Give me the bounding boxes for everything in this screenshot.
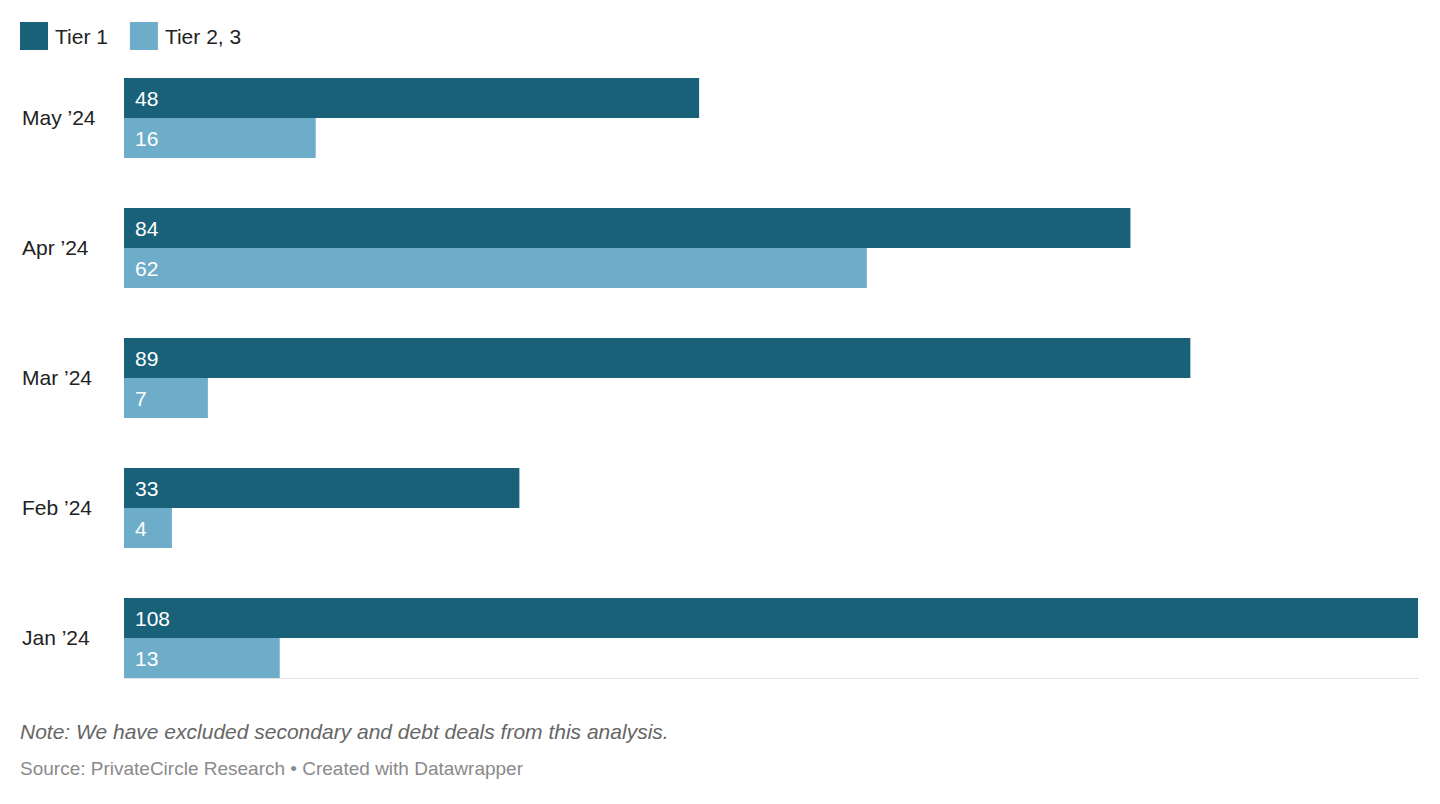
axis-line <box>125 678 1419 679</box>
data-labels: 48 84 89 33 108 16 62 7 4 13 <box>135 87 170 670</box>
bar <box>124 508 172 548</box>
tick: Feb ’24 <box>22 496 124 519</box>
note: Note: We have excluded secondary and deb… <box>20 720 669 743</box>
legend-swatch <box>20 22 48 50</box>
legend-label: Tier 2, 3 <box>165 25 241 48</box>
bars <box>124 78 1418 678</box>
legend: Tier 1 Tier 2, 3 <box>20 22 241 50</box>
legend-swatch <box>130 22 158 50</box>
data-label: 84 <box>135 217 159 240</box>
tick-label: Feb ’24 <box>22 496 92 519</box>
bar <box>124 248 867 288</box>
bar <box>124 338 1190 378</box>
data-label: 89 <box>135 347 158 370</box>
tick-label: Apr ’24 <box>22 236 89 259</box>
bar <box>124 78 699 118</box>
data-label: 48 <box>135 87 158 110</box>
data-label: 33 <box>135 477 158 500</box>
data-label: 4 <box>135 517 147 540</box>
bar <box>124 638 280 678</box>
y-axis: May ’24 Apr ’24 Mar ’24 Feb ’24 Jan ’24 <box>22 106 124 649</box>
legend-label: Tier 1 <box>55 25 108 48</box>
data-label: 13 <box>135 647 158 670</box>
tick: Jan ’24 <box>22 626 124 649</box>
bar <box>124 208 1130 248</box>
legend-item: Tier 2, 3 <box>130 22 241 50</box>
tick-label: Jan ’24 <box>22 626 90 649</box>
bar <box>124 378 208 418</box>
bar <box>124 118 316 158</box>
data-label: 62 <box>135 257 158 280</box>
tick: May ’24 <box>22 106 124 129</box>
data-label: 7 <box>135 387 147 410</box>
tick: Apr ’24 <box>22 236 124 259</box>
x-axis <box>125 678 1419 679</box>
data-label: 108 <box>135 607 170 630</box>
legend-item: Tier 1 <box>20 22 108 50</box>
tick-label: Mar ’24 <box>22 366 92 389</box>
bar <box>124 598 1418 638</box>
source: Source: PrivateCircle Research • Created… <box>20 758 524 779</box>
tick: Mar ’24 <box>22 366 124 389</box>
bar <box>124 468 519 508</box>
data-label: 16 <box>135 127 158 150</box>
tick-label: May ’24 <box>22 106 96 129</box>
chart: Tier 1 Tier 2, 3 48 84 89 33 108 16 62 7 4 13 May ’2… <box>0 0 1440 804</box>
